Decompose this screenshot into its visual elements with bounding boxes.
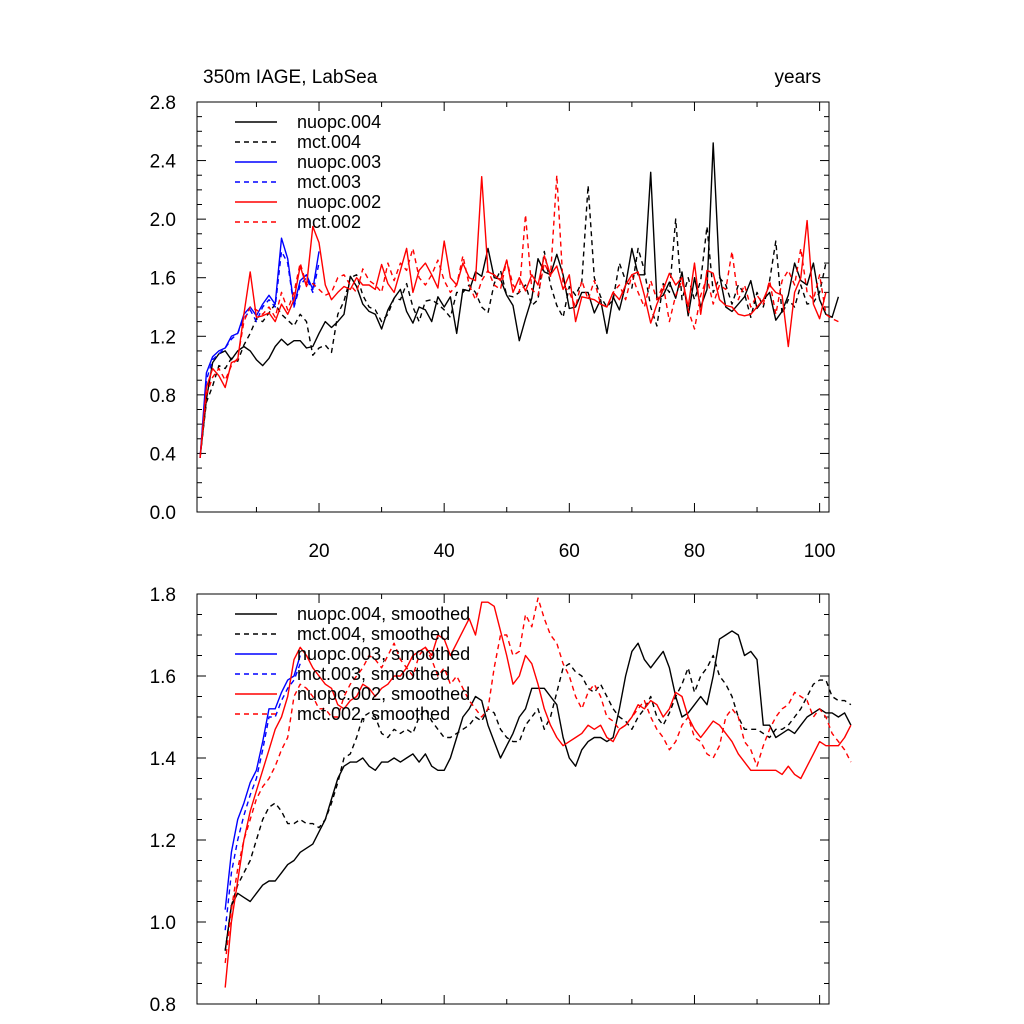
- chart-1-xtick-label: 60: [559, 541, 580, 562]
- chart-1-legend-label: mct.003: [297, 172, 361, 192]
- chart-1-ytick-label: 1.6: [150, 269, 176, 290]
- chart-1-title: 350m IAGE, LabSea: [203, 67, 378, 88]
- chart-1-legend-label: nuopc.003: [297, 152, 381, 172]
- chart-2-series-nuopc-002-smoothed: [224, 601, 852, 988]
- chart-2-ytick-label: 1.4: [150, 749, 177, 770]
- chart-2-ytick-label: 1.2: [150, 831, 176, 852]
- chart-1-ytick-label: 0.4: [150, 444, 177, 465]
- chart-1-legend-label: mct.002: [297, 212, 361, 232]
- chart-1-series-mct-004: [199, 184, 827, 457]
- chart-2-series-mct-003-smoothed: [224, 663, 301, 931]
- chart-1-ytick-label: 2.8: [150, 93, 176, 114]
- chart-1-series-nuopc-004: [199, 142, 840, 458]
- chart-2-legend-label: mct.002, smoothed: [297, 704, 450, 724]
- chart-1-ytick-label: 1.2: [150, 327, 176, 348]
- chart-1-legend-label: nuopc.004: [297, 112, 381, 132]
- chart-2-legend-label: mct.004, smoothed: [297, 624, 450, 644]
- chart-2-legend-label: mct.003, smoothed: [297, 664, 450, 684]
- chart-1-series-nuopc-002: [199, 175, 827, 458]
- chart-1-ytick-label: 0.0: [150, 503, 176, 524]
- chart-1-series-mct-002: [199, 174, 839, 458]
- chart-1-ytick-label: 2.4: [150, 152, 177, 173]
- chart-2-ytick-label: 1.6: [150, 667, 176, 688]
- chart-2-ytick-label: 0.8: [150, 995, 176, 1016]
- chart-1-xtick-label: 80: [684, 541, 705, 562]
- chart-1-xtick-label: 40: [434, 541, 455, 562]
- chart-1-series-nuopc-003: [199, 237, 320, 458]
- chart-2-series-mct-004-smoothed: [224, 654, 852, 951]
- chart-2-ytick-label: 1.0: [150, 913, 176, 934]
- chart-2-frame: [196, 593, 830, 1005]
- chart-2-series-mct-002-smoothed: [224, 597, 852, 964]
- chart-2-series-nuopc-003-smoothed: [224, 655, 301, 910]
- chart-1: 0.0 0.4 0.8 1.2 1.6 2.0 2.4 2.8 20 40 60 80 100 350m …: [150, 67, 840, 562]
- chart-1-ytick-label: 0.8: [150, 386, 176, 407]
- chart-2-ytick-label: 1.8: [150, 585, 176, 606]
- chart-1-ytick-label: 2.0: [150, 210, 176, 231]
- chart-1-legend-label: mct.004: [297, 132, 361, 152]
- chart-1-xtick-label: 20: [308, 541, 329, 562]
- chart-2-series-nuopc-004-smoothed: [224, 630, 852, 951]
- chart-1-legend-label: nuopc.002: [297, 192, 381, 212]
- chart-1-right-title: years: [775, 67, 821, 88]
- chart-2-legend-label: nuopc.003, smoothed: [297, 644, 470, 664]
- chart-1-series-mct-003: [199, 250, 320, 458]
- chart-2-legend-label: nuopc.002, smoothed: [297, 684, 470, 704]
- chart-1-xtick-label: 100: [804, 541, 836, 562]
- chart-2-legend-label: nuopc.004, smoothed: [297, 604, 470, 624]
